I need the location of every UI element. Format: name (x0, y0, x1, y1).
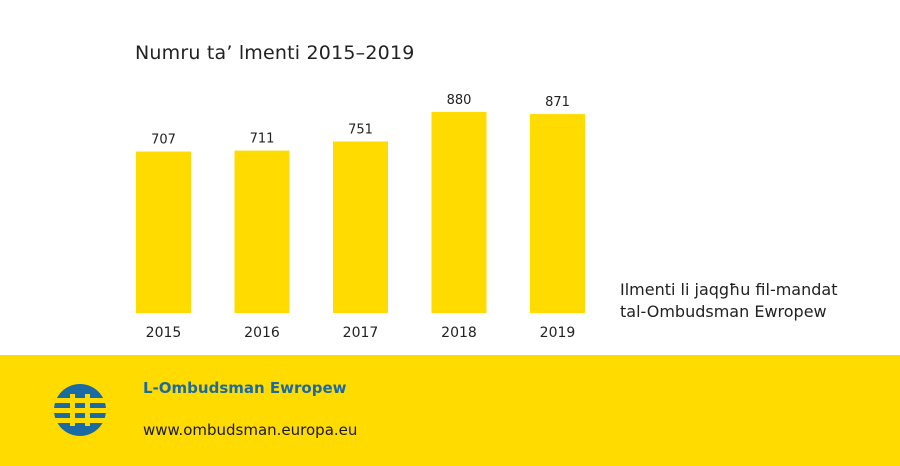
category-label-2018: 2018 (441, 325, 477, 341)
ombudsman-logo-icon (52, 384, 108, 436)
bar-2019 (530, 114, 585, 313)
legend-line-1: Ilmenti li jaqgħu fil-mandat (620, 280, 838, 299)
value-label-2019: 871 (545, 95, 570, 110)
chart-title: Numru ta’ lmenti 2015–2019 (135, 42, 415, 64)
bar-2015 (136, 151, 191, 313)
category-label-2015: 2015 (146, 325, 182, 341)
organisation-name: L-Ombudsman Ewropew (143, 379, 347, 397)
series-legend: Ilmenti li jaqgħu fil-mandat tal-Ombudsm… (620, 279, 870, 323)
category-label-2017: 2017 (343, 325, 379, 341)
value-label-2016: 711 (250, 132, 275, 147)
legend-line-2: tal-Ombudsman Ewropew (620, 302, 827, 321)
bar-2018 (431, 112, 487, 313)
website-link[interactable]: www.ombudsman.europa.eu (143, 421, 358, 439)
value-label-2018: 880 (447, 93, 472, 108)
value-label-2017: 751 (348, 122, 373, 137)
category-label-2019: 2019 (540, 325, 576, 341)
bar-chart: 707 2015 711 2016 751 2017 880 2018 871 2019 (136, 93, 585, 341)
value-label-2015: 707 (151, 133, 176, 148)
footer-banner: L-Ombudsman Ewropew www.ombudsman.europa… (0, 355, 900, 466)
category-label-2016: 2016 (244, 325, 280, 341)
bar-2016 (234, 150, 290, 313)
bar-2017 (333, 141, 388, 313)
